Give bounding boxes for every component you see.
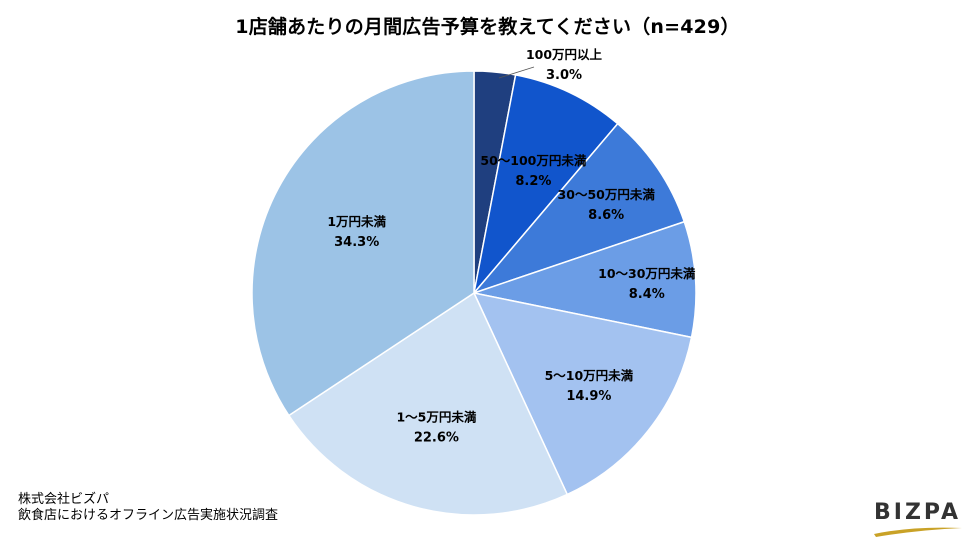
slice-category-label: 50～100万円未満 xyxy=(480,153,586,168)
pie-labels: 100万円以上 3.0% 50～100万円未満 8.2% 30～50万円未満 8.6% 10… xyxy=(327,47,696,445)
slice-value-label: 8.6% xyxy=(588,208,624,223)
slice-category-label: 100万円以上 xyxy=(526,47,603,62)
pie-slice xyxy=(472,74,619,296)
slice-category-label: 30～50万円未満 xyxy=(558,187,656,202)
slice-value-label: 14.9% xyxy=(566,389,611,404)
slice-value-label: 34.3% xyxy=(334,235,379,250)
slice-value-label: 22.6% xyxy=(414,430,459,445)
pie-slices xyxy=(251,70,697,516)
slice-category-label: 5～10万円未満 xyxy=(545,368,634,383)
pie-slice xyxy=(472,291,693,496)
source-survey: 飲食店におけるオフライン広告実施状況調査 xyxy=(18,508,279,523)
slice-category-label: 1万円未満 xyxy=(327,214,386,229)
pie-slice xyxy=(251,70,475,417)
logo-swoosh-icon xyxy=(874,527,962,537)
slice-value-label: 3.0% xyxy=(546,68,582,83)
pie-slice xyxy=(471,122,686,295)
source-note: 株式会社ビズパ 飲食店におけるオフライン広告実施状況調査 xyxy=(18,492,278,524)
source-company: 株式会社ビズパ xyxy=(18,492,110,507)
pie-slice xyxy=(471,220,697,339)
slice-value-label: 8.4% xyxy=(629,287,665,302)
slice-category-label: 10～30万円未満 xyxy=(598,266,696,281)
slice-category-label: 1～5万円未満 xyxy=(396,409,476,424)
leader-line xyxy=(498,66,535,79)
slice-value-label: 8.2% xyxy=(515,174,551,189)
chart-title: 1店舗あたりの月間広告予算を教えてください（n=429） xyxy=(235,16,740,38)
pie-slice xyxy=(287,291,569,516)
bizpa-logo: BIZPA xyxy=(872,498,964,538)
logo-text: BIZPA xyxy=(874,500,962,525)
